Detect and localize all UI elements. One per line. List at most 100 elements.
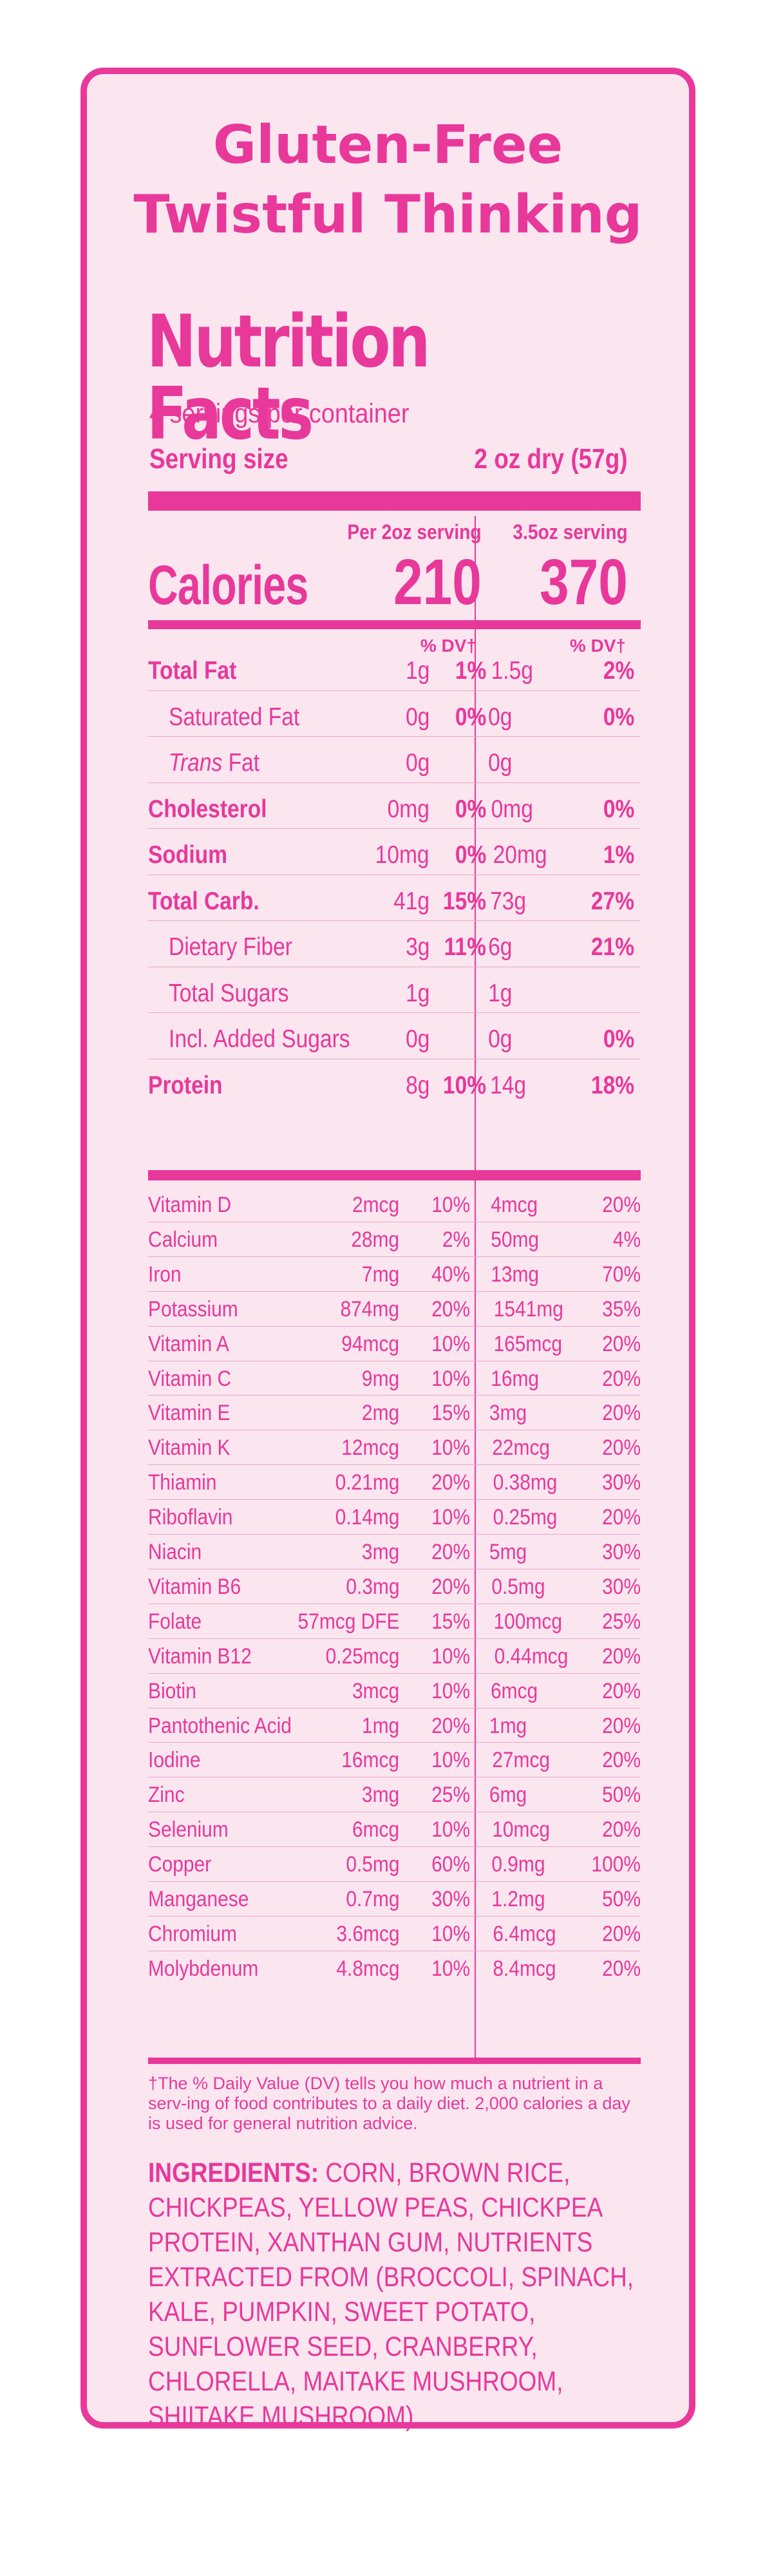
vitamin-dv-col1: 10% [431,1435,470,1461]
nutrient-name-text: Incl. Added Sugars [169,1025,350,1053]
vitamin-amount-col2: 6mg [489,1783,527,1808]
vitamin-amount-col1: 3mcg [352,1678,399,1703]
vitamin-name: Biotin [148,1678,196,1703]
vitamin-row-rule [148,1707,641,1709]
vitamin-dv-col1: 20% [431,1713,470,1738]
vitamin-amount-col1: 0.3mg [345,1574,399,1599]
vitamin-amount-col2: 0.38mg [493,1470,558,1495]
nutrient-dv-col2: 2% [603,657,634,685]
nutrient-row-rule [148,736,641,737]
vitamin-amount-col2: 10mcg [492,1817,551,1842]
nutrient-dv-col2: 0% [603,795,634,823]
nutrient-name-text: Fat [222,749,260,777]
nutrient-amount-col2: 0g [488,1025,513,1053]
vitamin-dv-col1: 15% [431,1609,470,1634]
vitamin-dv-col2: 20% [602,1366,641,1391]
column2-header: 3.5oz serving [513,520,628,544]
vitamin-row-rule [148,1638,641,1639]
vitamin-amount-col2: 0.5mg [491,1574,545,1599]
vitamin-name: Folate [148,1609,202,1634]
nutrient-dv-col2: 0% [603,1025,634,1053]
vitamin-name: Calcium [148,1227,218,1252]
vitamin-amount-col2: 16mg [491,1366,540,1391]
vitamin-name: Potassium [148,1296,238,1321]
vitamin-amount-col1: 16mcg [341,1748,399,1773]
vitamin-name: Vitamin K [148,1435,231,1461]
vitamin-amount-col1: 3mg [361,1783,399,1808]
vitamin-dv-col1: 10% [431,1331,470,1356]
nutrient-dv-col2: 0% [603,703,634,731]
nutrient-amount-col2: 0g [488,749,513,777]
vitamin-amount-col2: 0.44mcg [494,1643,569,1669]
vitamin-name: Chromium [148,1921,237,1946]
vitamin-amount-col2: 5mg [489,1540,527,1564]
vitamin-name: Niacin [148,1540,202,1564]
vitamin-dv-col1: 10% [431,1193,470,1217]
vitamin-amount-col2: 0.9mg [491,1852,545,1877]
thick-rule-footnote [148,2058,641,2064]
nutrient-name: Dietary Fiber [169,933,292,961]
nutrient-name-text: Total Sugars [169,979,289,1007]
nutrient-name-text: Saturated Fat [169,703,300,731]
nutrient-amount-col2: 14g [490,1071,527,1099]
vitamin-row-rule [148,1881,641,1882]
calories-col1: 210 [393,546,482,618]
vitamin-amount-col1: 12mcg [341,1435,399,1461]
vitamin-dv-col2: 20% [602,1401,641,1426]
vitamin-dv-col2: 20% [602,1748,641,1773]
nutrient-dv-col1: 15% [442,887,486,915]
vitamin-amount-col2: 0.25mg [493,1505,558,1530]
vitamin-name: Vitamin C [148,1366,232,1391]
vitamin-amount-col1: 3mg [361,1540,399,1564]
serving-size-label: Serving size [149,443,288,475]
vitamin-amount-col2: 4mcg [490,1193,538,1217]
nutrient-name-italic: Trans [169,749,223,777]
vitamin-row-rule [148,1325,641,1327]
vitamin-dv-col2: 30% [602,1470,641,1495]
vitamin-dv-col2: 70% [602,1262,641,1287]
vitamin-dv-col1: 10% [431,1748,470,1773]
vitamin-name: Vitamin A [148,1331,229,1356]
nutrient-amount-col2: 1.5g [491,657,533,685]
nutrient-amount-col1: 41g [393,887,429,915]
vitamin-amount-col1: 1mg [361,1713,399,1738]
vitamin-row-rule [148,1291,641,1292]
nutrient-name: Saturated Fat [169,703,299,732]
vitamin-amount-col2: 8.4mcg [493,1956,556,1981]
vitamin-dv-col2: 20% [602,1643,641,1669]
vitamin-amount-col1: 94mcg [341,1331,399,1356]
vitamin-dv-col1: 20% [431,1540,470,1564]
vitamin-amount-col1: 0.21mg [335,1470,399,1495]
nutrient-row-rule [148,782,641,783]
serving-size-value: 2 oz dry (57g) [474,443,628,475]
vitamin-name: Thiamin [148,1470,217,1495]
vitamin-dv-col2: 20% [602,1921,641,1946]
vitamin-dv-col2: 20% [602,1956,641,1981]
nutrient-amount-col1: 0g [405,749,429,777]
nutrient-row-rule [148,1012,641,1013]
nutrient-name: Incl. Added Sugars [169,1025,350,1054]
servings-per-container: 4 servings per container [149,398,410,428]
vitamin-amount-col2: 22mcg [492,1435,551,1461]
vitamin-amount-col1: 0.7mg [345,1887,399,1911]
vitamin-row-rule [148,1499,641,1501]
thick-rule-vitamins [148,1170,641,1180]
nutrient-amount-col1: 0g [405,1025,429,1053]
vitamin-dv-col2: 20% [602,1193,641,1217]
ingredients-text: CORN, BROWN RICE, CHICKPEAS, YELLOW PEAS… [148,2157,634,2432]
vitamin-dv-col1: 10% [431,1643,470,1669]
vitamin-amount-col1: 3.6mcg [335,1921,399,1946]
vitamin-dv-col2: 20% [602,1678,641,1703]
vitamin-amount-col1: 2mcg [352,1193,399,1217]
vitamin-dv-col2: 25% [602,1609,641,1634]
nutrient-name-text: Sodium [148,841,227,869]
vitamin-name: Iodine [148,1748,201,1773]
vitamin-dv-col1: 2% [442,1227,470,1252]
nutrient-amount-col2: 1g [488,979,513,1007]
vitamin-name: Molybdenum [148,1956,259,1981]
vitamin-dv-col2: 30% [602,1540,641,1564]
vitamin-row-rule [148,1915,641,1917]
vitamin-dv-col2: 20% [602,1817,641,1842]
vitamin-dv-col1: 20% [431,1296,470,1321]
vitamin-row-rule [148,1464,641,1466]
